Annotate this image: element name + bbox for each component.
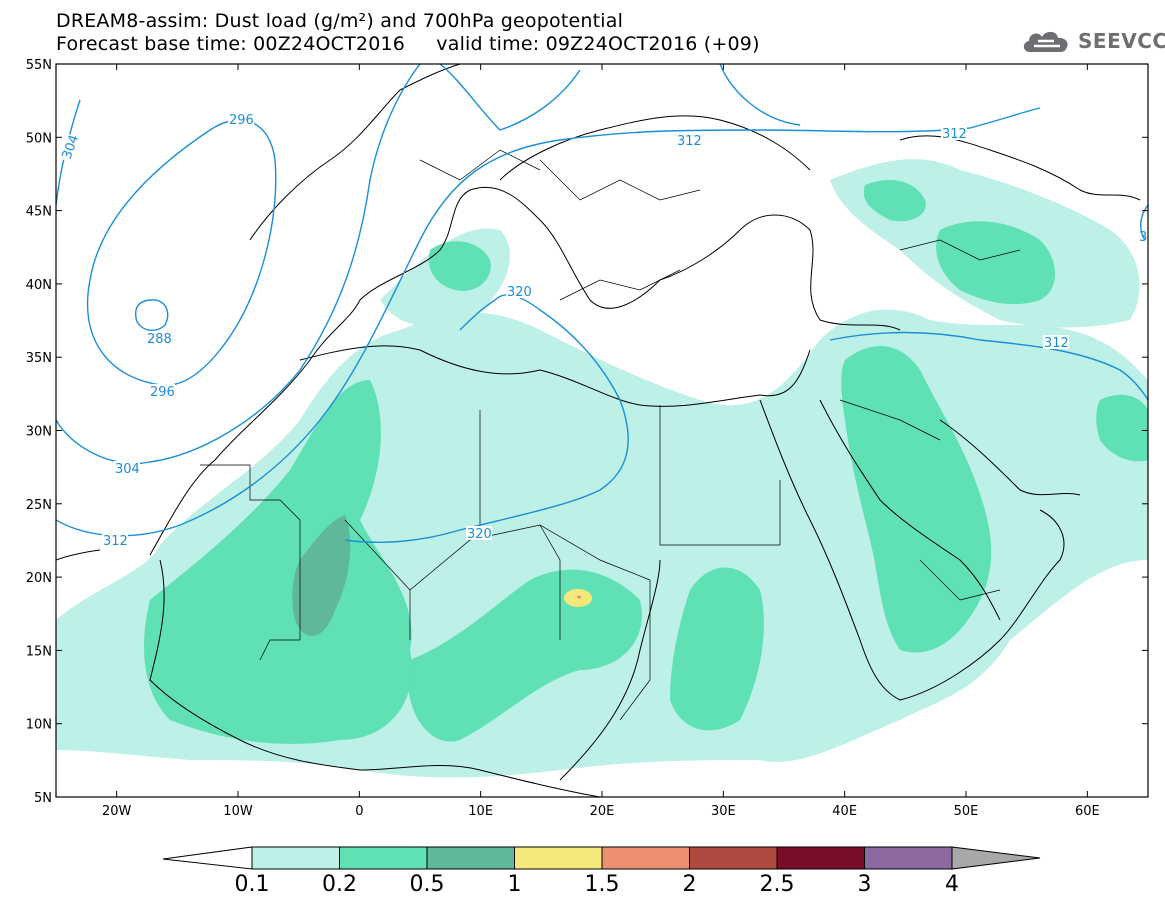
dust-area-medium [408,569,642,742]
colorbar [162,846,1041,870]
dust-field [56,159,1148,778]
lat-label: 40N [26,278,52,293]
lon-label: 20W [102,804,132,819]
lat-label: 35N [26,351,52,366]
contour-label: 296 [229,113,254,128]
contour-label: 288 [147,332,172,347]
contour-labels: 296 304 288 296 304 312 312 320 320 312 … [58,112,1147,549]
borders [200,149,1021,721]
colorbar-label: 0.5 [409,872,445,897]
colorbar-cell [339,846,428,870]
colorbar-cell [689,846,778,870]
colorbar-cell [426,846,515,870]
contour-312-east [829,331,1148,401]
dust-area-peak [577,595,581,599]
lat-label: 50N [26,131,52,146]
contour-label: 320 [507,285,532,300]
map-subtitle: Forecast base time: 00Z24OCT2016 valid t… [56,33,760,55]
colorbar-label: 1.5 [584,872,620,897]
cloud-icon [1023,31,1068,52]
dust-area-dark [292,515,351,637]
dust-area-medium [863,180,926,222]
lat-label: 5N [34,791,52,806]
colorbar-label: 2 [682,872,697,897]
contour-label: 320 [467,527,492,542]
lat-label: 25N [26,498,52,513]
colorbar-cell [514,846,603,870]
colorbar-label: 1 [507,872,522,897]
dust-area-medium [841,346,992,653]
contour-label: 312 [1044,336,1069,351]
colorbar-cell [251,846,340,870]
contour-edge-east [1140,204,1148,241]
contour-label: 312 [103,534,128,549]
lon-label: 20E [590,804,615,819]
contour-label: 296 [150,385,175,400]
lon-label: 0 [355,804,363,819]
contour-label: 312 [942,127,967,142]
contour-312-north [719,64,801,126]
lon-label: 60E [1075,804,1100,819]
colorbar-label: 0.1 [234,872,270,897]
logo-text: SEEVCCC [1078,29,1165,53]
coastlines [56,64,1141,797]
lon-label: 40E [832,804,857,819]
colorbar-high-arrow [951,846,1041,870]
lon-label: 10W [223,804,253,819]
lon-axis-labels: 20W 10W 0 10E 20E 30E 40E 50E 60E [102,804,1100,819]
dust-area-medium [1096,394,1148,462]
contour-312-west [56,107,1041,537]
lat-axis-labels: 55N 50N 45N 40N 35N 30N 25N 20N 15N 10N 5N [26,58,52,806]
lat-label: 45N [26,205,52,220]
lat-label: 30N [26,425,52,440]
map-title: DREAM8-assim: Dust load (g/m²) and 700hP… [56,10,624,32]
colorbar-cell [864,846,953,870]
contour-label: 3 [1139,230,1147,245]
seevccc-logo: SEEVCCC [1020,26,1165,56]
lat-label: 15N [26,644,52,659]
lat-label: 55N [26,58,52,73]
contour-320-north [439,64,581,131]
contour-label: 304 [115,462,140,477]
dust-area-medium [936,221,1055,305]
colorbar-label: 3 [857,872,872,897]
contour-288 [134,299,169,332]
contour-320 [344,294,629,543]
axis-ticks [56,63,1148,798]
dust-area-medium [144,380,412,744]
lon-label: 30E [711,804,736,819]
colorbar-label: 4 [945,872,959,897]
colorbar-label: 0.2 [322,872,357,897]
contour-label: 312 [677,134,702,149]
lon-label: 10E [468,804,493,819]
dust-area-medium [670,567,764,731]
lat-label: 10N [26,718,52,733]
lon-label: 50E [954,804,979,819]
colorbar-label: 2.5 [759,872,795,897]
lat-label: 20N [26,571,52,586]
colorbar-cell [776,846,865,870]
dust-area-medium [428,241,491,291]
colorbar-low-arrow [162,846,253,870]
colorbar-cell [601,846,690,870]
